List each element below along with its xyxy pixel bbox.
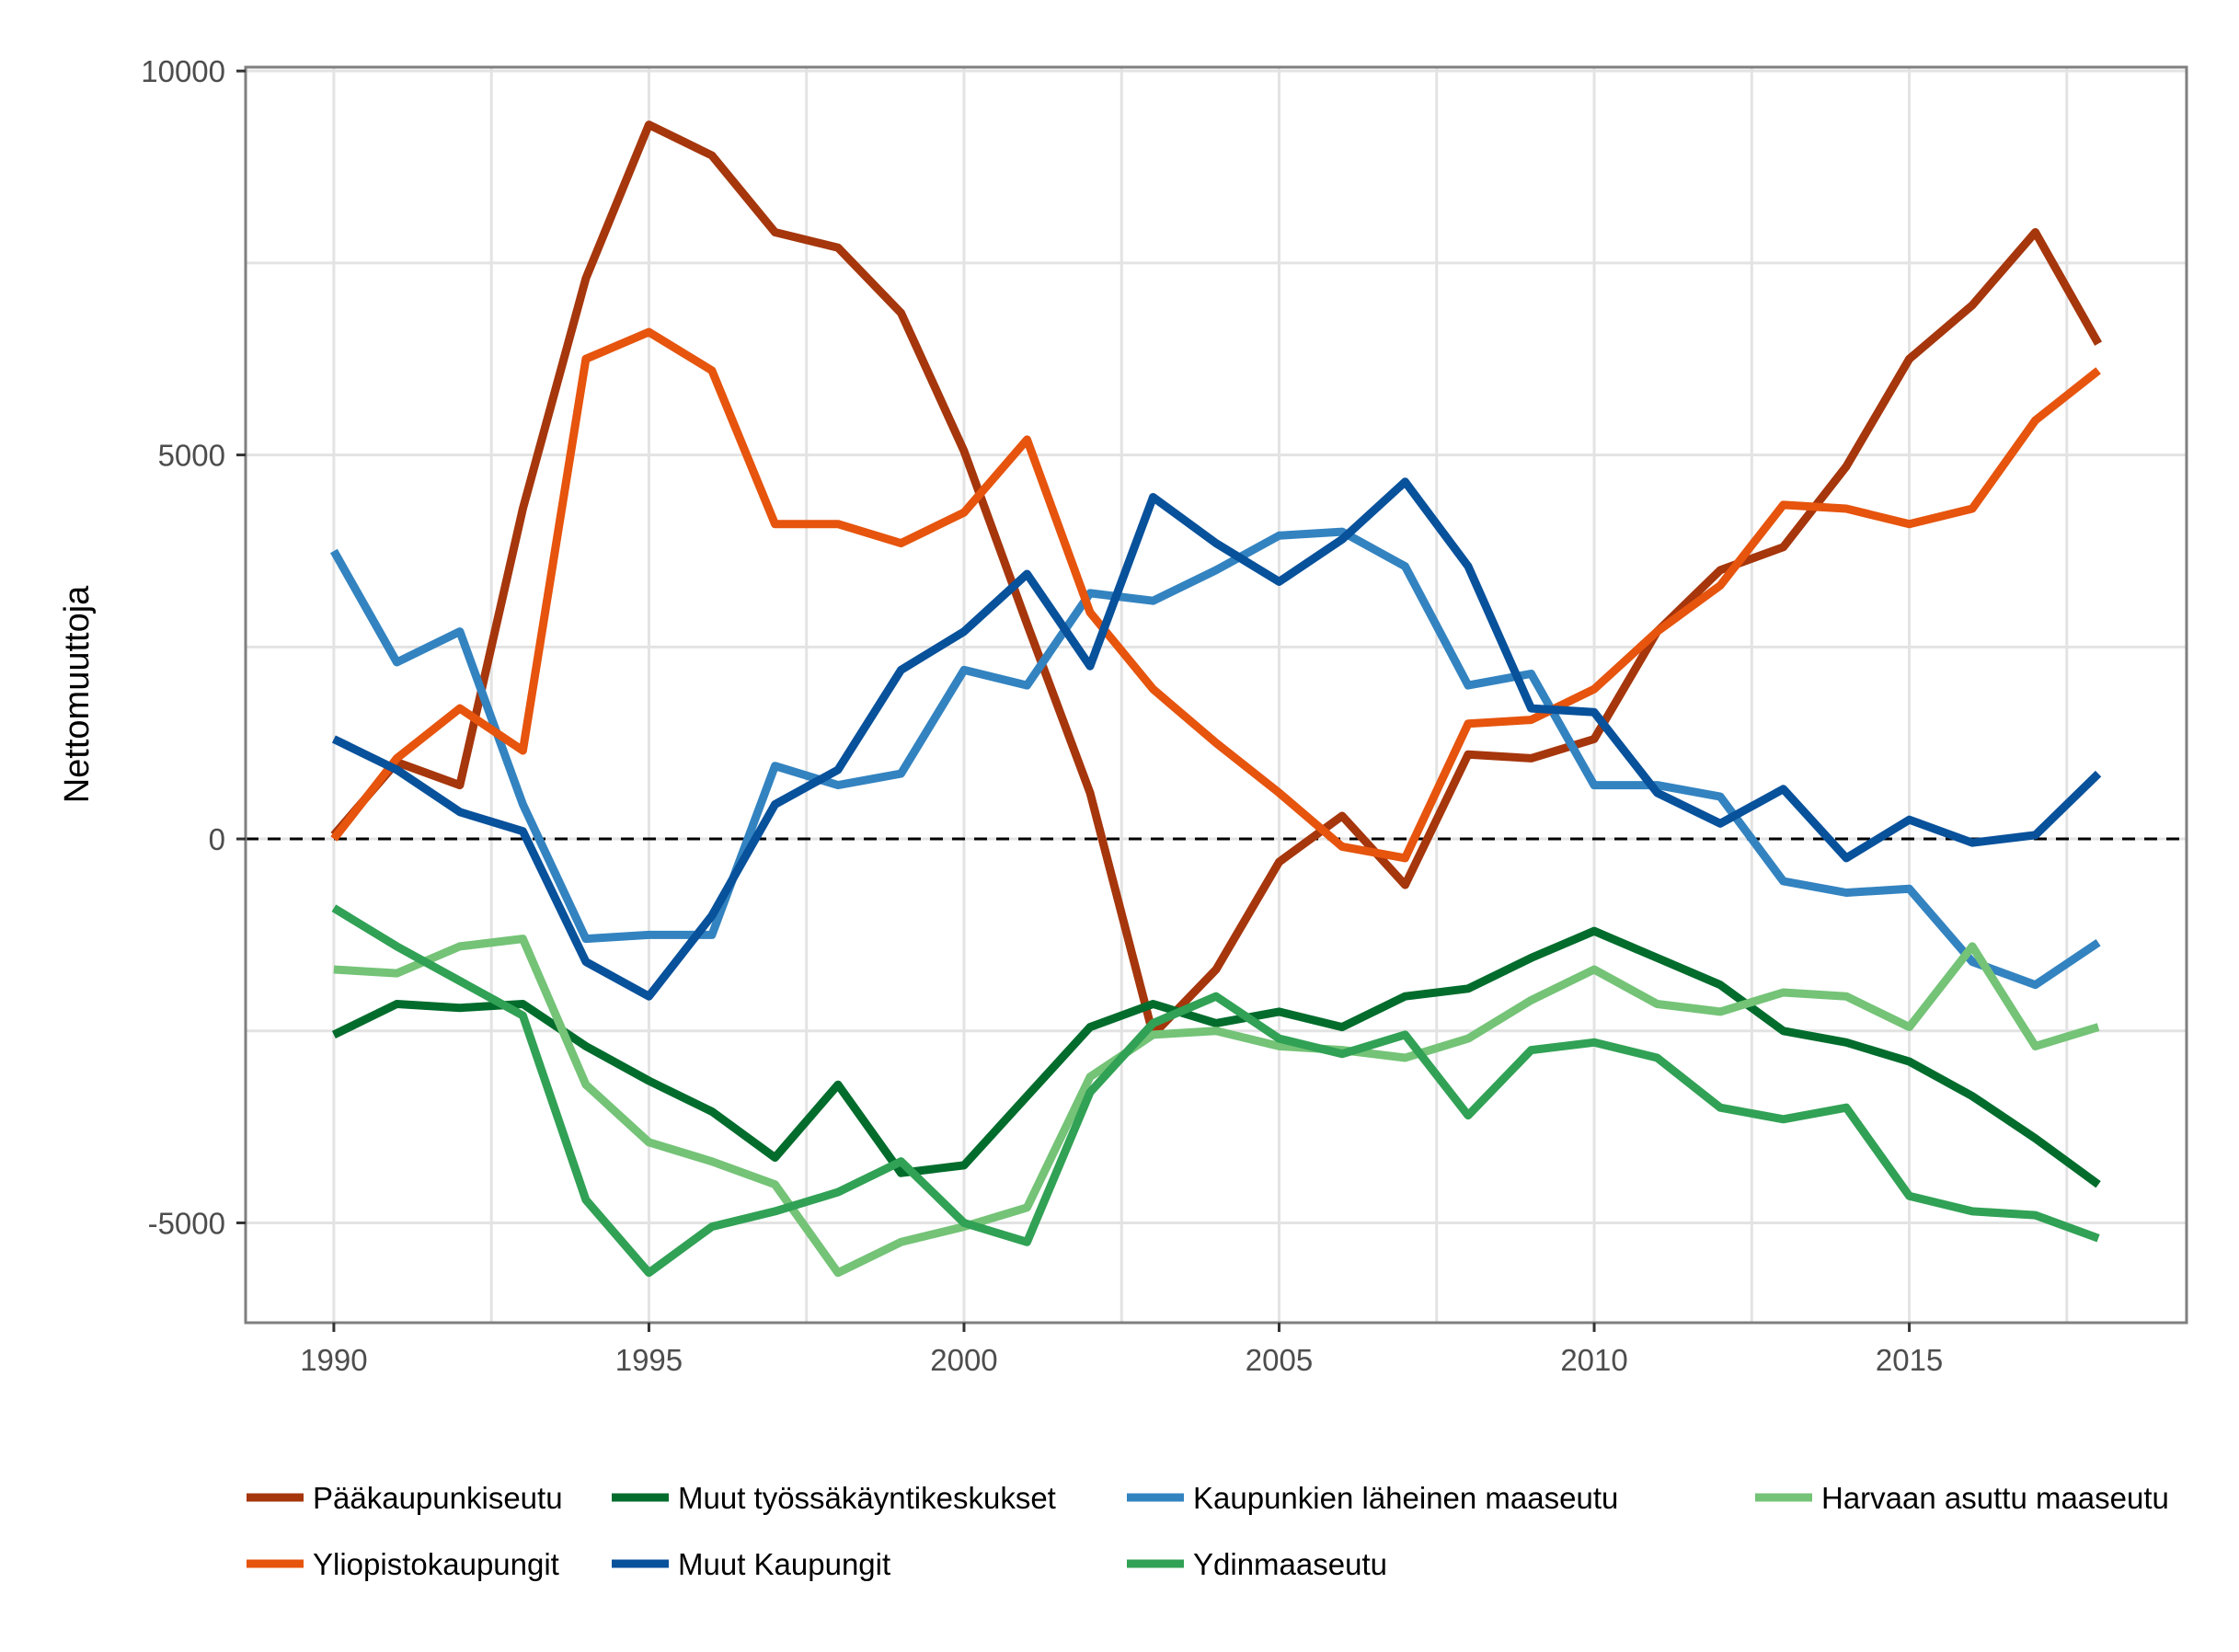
series-line-2 [331, 926, 2101, 1188]
axis-ticks: -5000 0 5000 10000 1990 1995 2000 2005 2010 2015 [141, 54, 1943, 1377]
series-line-7 [331, 904, 2100, 1278]
y-tick-label: 0 [209, 822, 225, 856]
plot-border [244, 65, 2188, 1325]
x-tick-label: 1995 [615, 1343, 683, 1377]
legend-label-6: Muut Kaupungit [678, 1547, 890, 1581]
legend: Pääkaupunkiseutu Muut työssäkäyntikeskuks… [247, 1481, 2169, 1581]
y-tick-label: 5000 [158, 439, 225, 473]
x-tick-label: 2015 [1876, 1343, 1943, 1377]
gridlines [246, 67, 2187, 1323]
series-line-1 [330, 120, 2103, 1039]
legend-label-5: Yliopistokaupungit [313, 1547, 559, 1581]
legend-label-1: Pääkaupunkiseutu [313, 1481, 563, 1515]
legend-label-4: Harvaan asuttu maaseutu [1821, 1481, 2169, 1515]
series-line-3 [329, 527, 2101, 990]
y-axis-title: Nettomuuttoja [58, 585, 97, 803]
series-line-5 [330, 327, 2101, 863]
x-tick-label: 2005 [1246, 1343, 1313, 1377]
x-tick-label: 2000 [930, 1343, 997, 1377]
y-tick-label: 10000 [141, 54, 225, 88]
legend-label-3: Kaupunkien läheinen maaseutu [1193, 1481, 1618, 1515]
series-line-6 [331, 477, 2102, 1001]
series-lines [329, 120, 2103, 1278]
series-line-4 [333, 935, 2100, 1278]
legend-label-2: Muut työssäkäyntikeskukset [678, 1481, 1056, 1515]
plot-background [246, 67, 2187, 1323]
legend-label-7: Ydinmaaseutu [1193, 1547, 1387, 1581]
x-tick-label: 2010 [1560, 1343, 1627, 1377]
x-tick-label: 1990 [300, 1343, 367, 1377]
y-tick-label: -5000 [148, 1206, 225, 1240]
